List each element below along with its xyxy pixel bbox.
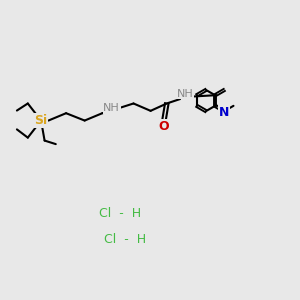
Text: O: O [158,120,169,133]
Text: NH: NH [103,103,120,113]
Text: Cl  -  H: Cl - H [104,233,146,246]
Text: N: N [219,106,230,119]
Text: Si: Si [34,114,48,127]
Text: NH: NH [177,89,194,99]
Text: Cl  -  H: Cl - H [100,207,142,220]
